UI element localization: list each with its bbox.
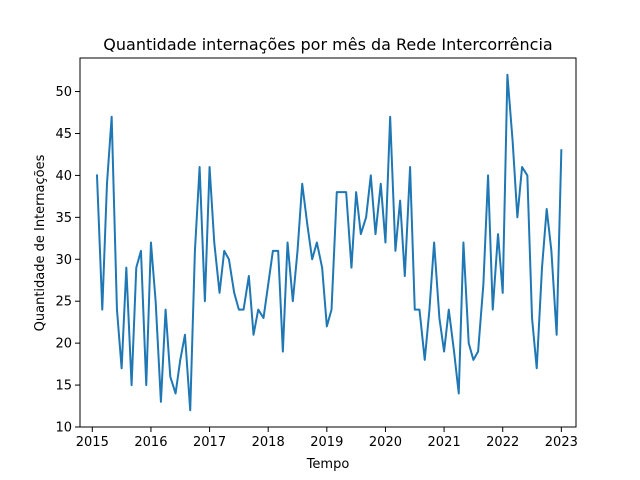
- y-tick-label-15: 15: [55, 379, 72, 394]
- y-axis-label: Quantidade de Internações: [33, 154, 48, 331]
- y-tick-label-10: 10: [55, 421, 72, 436]
- x-tick-label-2019: 2019: [310, 435, 343, 450]
- x-tick-label-2015: 2015: [76, 435, 109, 450]
- y-axis: 10 15 20 25 30 35 40 45 50: [55, 85, 80, 436]
- y-tick-label-45: 45: [55, 127, 72, 142]
- plot-background: [80, 58, 576, 427]
- x-tick-label-2022: 2022: [486, 435, 519, 450]
- x-tick-label-2021: 2021: [428, 435, 461, 450]
- plot-frame: [79, 57, 577, 428]
- plot-area: [79, 57, 577, 428]
- x-tick-label-2016: 2016: [134, 435, 167, 450]
- y-tick-label-25: 25: [55, 295, 72, 310]
- x-tick-label-2023: 2023: [545, 435, 578, 450]
- series-line-0: [95, 73, 563, 412]
- x-tick-label-2020: 2020: [369, 435, 402, 450]
- series-layer: [95, 73, 563, 412]
- y-tick-label-35: 35: [55, 211, 72, 226]
- x-axis-label: Tempo: [306, 457, 350, 472]
- y-tick-label-30: 30: [55, 253, 72, 268]
- x-tick-label-2017: 2017: [193, 435, 226, 450]
- chart-title: Quantidade internações por mês da Rede I…: [103, 35, 552, 54]
- y-tick-label-20: 20: [55, 337, 72, 352]
- x-tick-label-2018: 2018: [252, 435, 285, 450]
- x-axis: 2015 2016 2017 2018 2019 2020 2021 2022 2023: [76, 427, 578, 450]
- y-tick-label-50: 50: [55, 85, 72, 100]
- y-tick-label-40: 40: [55, 169, 72, 184]
